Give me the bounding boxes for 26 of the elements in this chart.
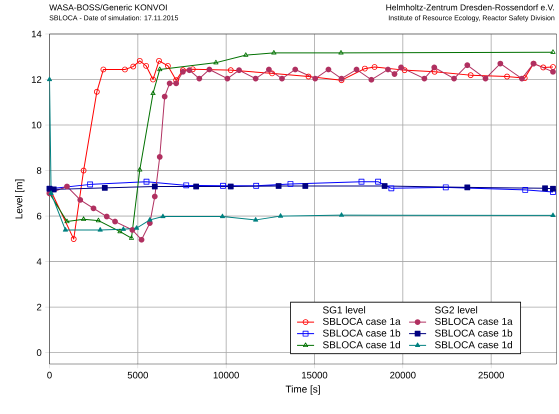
legend-label: SBLOCA case 1a <box>322 318 401 325</box>
x-tick-label: 0 <box>47 372 52 378</box>
y-tick-label: 6 <box>36 212 42 220</box>
y-tick-label: 0 <box>36 349 42 356</box>
legend-title: SG1 level <box>322 306 366 314</box>
x-tick-label: 5000 <box>128 372 148 378</box>
x-tick-label: 20000 <box>390 372 416 378</box>
x-tick-label: 10000 <box>214 372 239 378</box>
text: Helmholtz-Zentrum Dresden-Rossendorf e.V. <box>386 4 554 10</box>
y-tick-label: 8 <box>36 167 42 174</box>
x-tick-label: 15000 <box>302 372 328 378</box>
y-tick-label: 14 <box>32 30 42 38</box>
legend-label: SBLOCA case 1d <box>435 341 512 348</box>
x-axis-title: Time [s] <box>286 385 320 395</box>
legend-label: SBLOCA case 1d <box>322 341 400 348</box>
chart-title: WASA-BOSS/Generic KONVOI <box>49 4 167 10</box>
legend-label: SBLOCA case 1a <box>435 318 513 325</box>
y-tick-label: 2 <box>36 304 42 310</box>
x-tick-label: 25000 <box>478 372 504 378</box>
y-tick-label: 4 <box>36 258 42 265</box>
y-tick-label: 12 <box>32 76 42 83</box>
y-axis-title: Level [m] <box>15 180 24 218</box>
legend-label: SBLOCA case 1b <box>322 329 400 337</box>
y-tick-label: 10 <box>32 122 42 128</box>
legend-label: SBLOCA case 1b <box>435 329 512 337</box>
annotation: SG2 level <box>435 306 478 314</box>
